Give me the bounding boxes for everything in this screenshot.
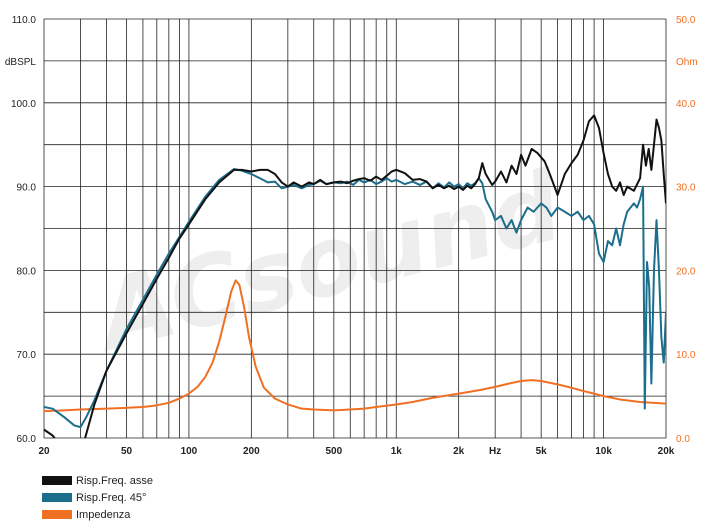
- y-left-tick-label: 70.0: [17, 350, 37, 361]
- frequency-response-chart: ACsound 60.070.080.090.0100.0110.00.010.…: [4, 15, 698, 457]
- y-right-tick-label: 50.0: [676, 15, 696, 26]
- x-unit: Hz: [489, 446, 501, 457]
- series-line-axis-response: [44, 114, 666, 438]
- axis-labels: 60.0 70.0 80.0 90.0 100.0 110.0 0.0 10.0 20.0 30.…: [5, 15, 698, 457]
- x-tick-label: 2k: [453, 446, 465, 457]
- x-tick-label: 500: [325, 446, 342, 457]
- chart-legend: Risp.Freq. asse Risp.Freq. 45° Impedenza: [42, 472, 153, 523]
- chart-grid: [43, 18, 667, 439]
- series-line-impedance: [44, 279, 666, 413]
- x-tick-label: 20: [38, 446, 50, 457]
- x-tick-label: 100: [181, 446, 198, 457]
- x-tick-label: 10k: [595, 446, 612, 457]
- y-left-unit: dBSPL: [5, 57, 37, 68]
- legend-label: Risp.Freq. asse: [76, 474, 154, 487]
- legend-item: Risp.Freq. 45°: [42, 489, 153, 506]
- legend-swatch: [42, 510, 72, 519]
- series-lines: [44, 114, 666, 438]
- x-tick-label: 50: [121, 446, 133, 457]
- x-tick-label: 5k: [536, 446, 548, 457]
- y-right-unit: Ohm: [676, 57, 698, 68]
- legend-swatch: [42, 493, 72, 502]
- y-left-tick-label: 100.0: [11, 99, 36, 110]
- legend-label: Risp.Freq. 45°: [76, 491, 147, 504]
- y-left-tick-label: 110.0: [12, 15, 37, 26]
- x-tick-label: 20k: [658, 446, 675, 457]
- y-right-tick-label: 40.0: [676, 99, 696, 110]
- legend-item: Impedenza: [42, 506, 153, 523]
- y-left-tick-label: 90.0: [17, 183, 37, 194]
- legend-label: Impedenza: [76, 508, 131, 521]
- x-tick-label: 1k: [391, 446, 403, 457]
- y-right-tick-label: 30.0: [676, 183, 696, 194]
- y-right-tick-label: 0.0: [676, 434, 690, 445]
- y-right-tick-label: 10.0: [676, 350, 696, 361]
- y-left-tick-label: 80.0: [17, 266, 37, 277]
- y-right-tick-label: 20.0: [676, 266, 696, 277]
- legend-item: Risp.Freq. asse: [42, 472, 153, 489]
- x-tick-label: 200: [243, 446, 260, 457]
- y-left-tick-label: 60.0: [17, 434, 37, 445]
- legend-swatch: [42, 476, 72, 485]
